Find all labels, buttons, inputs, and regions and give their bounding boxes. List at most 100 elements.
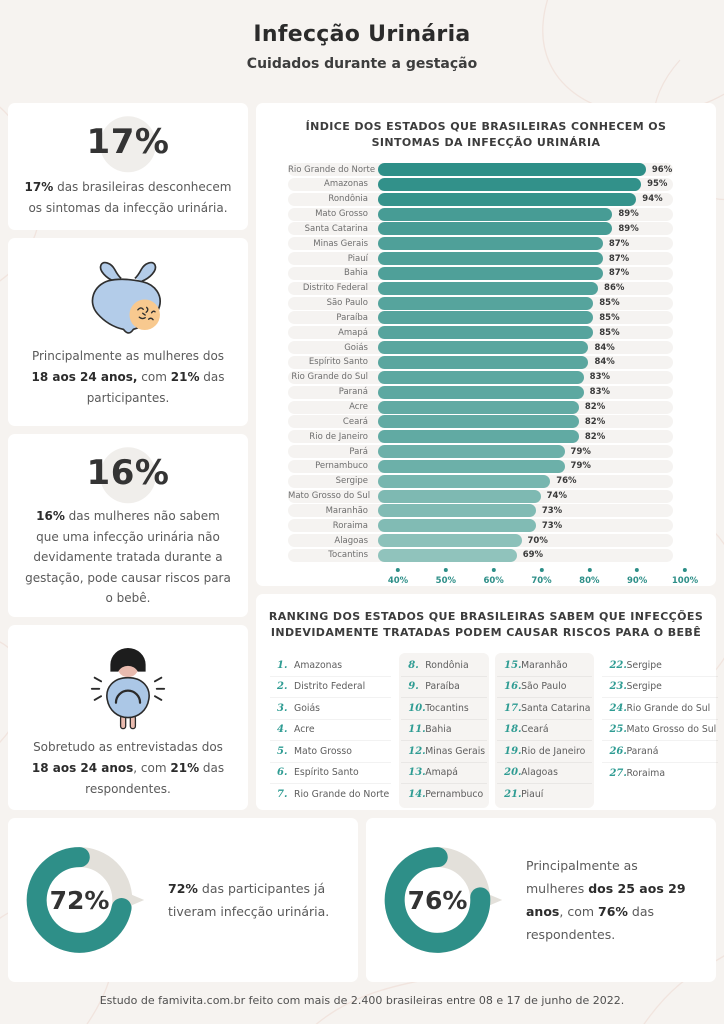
bar-fill [378,548,517,562]
axis-tick: 70% [531,567,552,586]
ranking-number: 26. [609,745,627,757]
ranking-title: RANKING DOS ESTADOS QUE BRASILEIRAS SABE… [268,610,704,639]
donut-text: Principalmente as mulheres dos 25 aos 29… [526,858,686,942]
ranking-item: 16. São Paulo [497,677,593,698]
bar-row: Espírito Santo 84% [288,355,673,369]
bar-fill [378,430,579,444]
bar-fill [378,163,646,176]
bar-state-label: Santa Catarina [304,223,368,234]
ranking-state-label: Rondônia [425,659,469,671]
bar-fill [378,222,613,236]
ranking-number: 6. [277,767,288,779]
stat-card-bladder: Principalmente as mulheres dos 18 aos 24… [8,238,248,426]
bar-row: Ceará 82% [288,415,673,429]
tick-label: 60% [483,575,504,586]
ranking-state-label: Alagoas [521,767,558,779]
bar-zone: 79% [378,445,673,459]
bar-state-label: Rio Grande do Norte [288,164,376,175]
big-number: 17% [86,122,170,162]
bar-value-label: 76% [556,476,577,487]
bar-state-label: Acre [349,402,368,412]
ranking-state-label: Mato Grosso [294,745,352,757]
ranking-item: 24. Rio Grande do Sul [602,698,719,720]
bar-row: Alagoas 70% [288,534,673,548]
bar-row: Pernambuco 79% [288,459,673,473]
bar-state-label: Rio de Janeiro [309,431,368,442]
ranking-number: 14. [408,789,426,801]
ranking-number: 22. [609,659,627,671]
tick-dot [682,567,687,572]
bar-fill [378,459,565,473]
ranking-state-label: Mato Grosso do Sul [626,724,717,736]
bar-chart-body: Rio Grande do Norte 96% Amazonas 95% Rondôni… [288,163,698,594]
stat-card-pregnant-woman: Sobretudo as entrevistadas dos 18 aos 24… [8,625,248,810]
bar-value-label: 70% [527,535,548,546]
bar-zone: 82% [378,415,673,429]
bar-value-label: 82% [584,402,606,412]
ranking-item: 17. Santa Catarina [497,698,593,720]
donut-chart-76: 76% [382,841,512,959]
axis-tick: 50% [436,567,456,586]
bar-zone: 87% [378,237,673,251]
ranking-item: 22. Sergipe [602,655,719,677]
bar-row: Rondônia 94% [288,192,673,206]
stat-card-17-percent: 17% 17% das brasileiras desconhecem os s… [8,103,248,230]
ranking-number: 13. [408,767,426,779]
bar-state-label: Piauí [347,253,368,264]
bar-zone: 82% [378,430,673,444]
bar-value-label: 79% [570,446,591,457]
bar-zone: 85% [378,296,673,310]
bar-row: Mato Grosso 89% [288,207,673,221]
ranking-number: 11. [408,724,426,736]
ranking-state-label: Distrito Federal [294,681,366,693]
ranking-state-label: Goiás [294,702,321,714]
bar-row: Amapá 85% [288,326,673,340]
stat-text: 16% das mulheres não sabem que uma infec… [25,509,231,605]
bar-zone: 82% [378,400,673,414]
ranking-state-label: Rio de Janeiro [521,745,586,757]
ranking-number: 19. [504,745,522,757]
ranking-number: 7. [277,789,288,801]
axis-tick: 60% [483,567,504,586]
ranking-item: 5. Mato Grosso [270,741,392,763]
ranking-item: 20. Alagoas [497,763,593,784]
bar-row: Maranhão 73% [288,504,673,518]
header: Infecção Urinária Cuidados durante a ges… [8,0,716,95]
bar-state-label: Espírito Santo [308,357,368,368]
bar-row: Santa Catarina 89% [288,222,673,236]
ranking-state-label: Paraíba [425,681,460,693]
ranking-item: 4. Acre [270,720,392,741]
left-column: 17% 17% das brasileiras desconhecem os s… [8,103,248,810]
bar-zone: 85% [378,326,673,340]
bar-fill [378,474,551,488]
bar-row: Roraima 73% [288,519,673,533]
ranking-number: 18. [504,724,522,736]
ranking-item: 23. Sergipe [602,677,719,698]
x-axis: 40% 50% 60% 70% 80% 90% 100% [388,567,698,594]
bar-row: Sergipe 76% [288,474,673,488]
stat-card-16-percent: 16% 16% das mulheres não sabem que uma i… [8,434,248,617]
bar-row: Mato Grosso do Sul 74% [288,489,673,503]
bar-fill [378,207,613,221]
bar-value-label: 94% [642,194,663,205]
bar-row: Amazonas 95% [288,177,673,191]
ranking-item: 13. Amapá [401,763,488,784]
bar-zone: 87% [378,252,673,266]
bar-zone: 83% [378,370,673,384]
ranking-number: 10. [408,702,426,714]
bar-state-label: Mato Grosso do Sul [288,491,371,502]
donut-text: 72% das participantes já tiveram infecçã… [168,881,330,919]
bar-zone: 87% [378,266,673,280]
bar-zone: 89% [378,222,673,236]
ranking-item: 21. Piauí [497,784,592,806]
bar-value-label: 87% [608,253,630,264]
bar-fill [378,237,603,251]
bar-state-label: Amapá [338,327,368,338]
bar-value-label: 85% [599,298,620,309]
ranking-number: 20. [504,767,522,779]
tick-label: 90% [626,575,648,586]
ranking-column: 22. Sergipe 23. Sergipe 24. Rio Grande do Sul… [600,653,720,808]
bar-row: São Paulo 85% [288,296,673,310]
bar-state-label: Minas Gerais [313,238,368,249]
bar-value-label: 82% [584,416,606,427]
